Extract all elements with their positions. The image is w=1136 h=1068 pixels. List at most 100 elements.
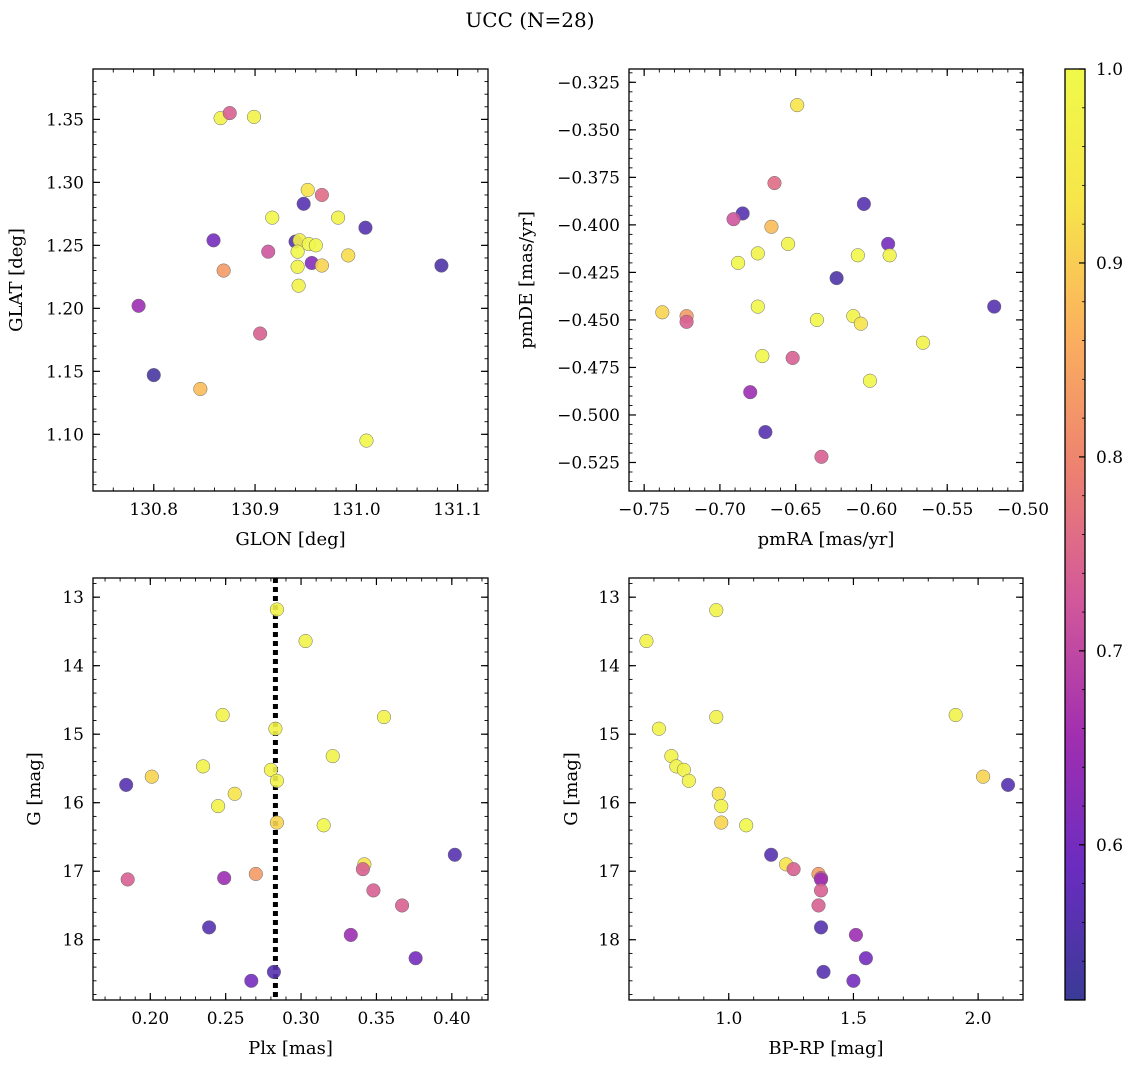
- y-tick-label: −0.375: [557, 168, 620, 188]
- scatter-point: [850, 248, 865, 263]
- scatter-point: [750, 246, 765, 261]
- x-tick-label: −0.70: [694, 500, 746, 520]
- scatter-point: [246, 109, 262, 124]
- axis-ticks: 1.0 1.5 2.0 13 14 15 16 17 18: [598, 578, 1023, 1029]
- scatter-point: [948, 707, 963, 723]
- colorbar-tick-label: 0.6: [1096, 836, 1123, 856]
- y-tick-label: 18: [62, 931, 84, 951]
- x-tick-label: −0.75: [618, 500, 670, 520]
- scatter-point: [853, 316, 868, 331]
- scatter-point: [193, 381, 208, 397]
- scatter-point: [131, 298, 146, 313]
- scatter-point: [781, 236, 796, 251]
- x-tick-label: 0.25: [207, 1009, 245, 1029]
- scatter-point: [268, 721, 283, 736]
- y-tick-label: −0.475: [557, 358, 620, 378]
- y-tick-label: −0.525: [557, 453, 620, 473]
- axis-ticks: 0.20 0.25 0.30 0.35 0.40 13 14 15 16 17 18: [62, 578, 488, 1029]
- scatter-point: [726, 212, 741, 227]
- scatter-point: [248, 866, 263, 881]
- colorbar-tick-label: 0.7: [1096, 642, 1123, 662]
- y-tick-label: 16: [62, 794, 84, 814]
- scatter-point: [269, 815, 284, 830]
- y-tick-label: 15: [598, 725, 620, 745]
- scatter-point: [325, 749, 340, 764]
- scatter-point: [119, 777, 134, 792]
- scatter-panel-4: 1.0 1.5 2.0 13 14 15 16 17 18 BP-RP [mag] G [mag]: [561, 577, 1024, 1059]
- scatter-point: [314, 258, 329, 273]
- x-tick-label: 1.5: [840, 1009, 867, 1029]
- scatter-point: [447, 847, 462, 862]
- scatter-point: [265, 210, 280, 225]
- scatter-point: [856, 196, 871, 212]
- scatter-point: [714, 815, 729, 830]
- scatter-point: [316, 818, 331, 833]
- y-axis-label: G [mag]: [24, 752, 45, 825]
- scatter-point: [816, 964, 831, 979]
- scatter-panel-2: −0.75 −0.70 −0.65 −0.60 −0.55 −0.50 −0.525 −0.5…: [516, 68, 1049, 550]
- y-tick-label: 1.25: [46, 236, 84, 256]
- scatter-point: [739, 818, 754, 833]
- scatter-point: [767, 176, 782, 191]
- axes-frame: [628, 577, 1024, 1001]
- scatter-point: [731, 255, 746, 270]
- scatter-point: [915, 335, 931, 350]
- scatter-point: [202, 920, 217, 935]
- y-tick-label: 1.30: [46, 173, 84, 193]
- scatter-point: [681, 773, 696, 788]
- y-tick-label: −0.450: [557, 311, 620, 331]
- x-tick-label: 0.20: [131, 1009, 169, 1029]
- x-axis-label: GLON [deg]: [235, 529, 345, 550]
- y-tick-label: −0.400: [557, 216, 620, 236]
- scatter-point: [216, 263, 231, 278]
- y-tick-label: 14: [62, 657, 84, 677]
- scatter-point: [395, 898, 410, 913]
- x-tick-label: 0.30: [282, 1009, 320, 1029]
- scatter-point: [862, 373, 877, 388]
- scatter-point: [196, 759, 211, 774]
- scatter-point: [829, 271, 844, 286]
- axis-ticks: −0.75 −0.70 −0.65 −0.60 −0.55 −0.50 −0.525 −0.5…: [557, 69, 1049, 520]
- scatter-point: [811, 898, 826, 913]
- y-tick-label: −0.325: [557, 73, 620, 93]
- x-tick-label: 131.1: [433, 500, 482, 520]
- scatter-point: [882, 248, 897, 263]
- figure-title: UCC (N=28): [465, 8, 594, 32]
- y-axis-label: G [mag]: [561, 752, 582, 825]
- x-axis-label: Plx [mas]: [248, 1038, 333, 1059]
- scatter-points: [639, 603, 1016, 988]
- y-tick-label: −0.425: [557, 263, 620, 283]
- x-tick-label: 130.8: [129, 500, 178, 520]
- y-tick-label: 15: [62, 725, 84, 745]
- scatter-point: [298, 633, 313, 649]
- x-tick-label: −0.65: [770, 500, 822, 520]
- scatter-point: [758, 425, 773, 440]
- scatter-point: [358, 220, 373, 235]
- scatter-points: [119, 602, 462, 988]
- x-tick-label: 2.0: [965, 1009, 992, 1029]
- scatter-point: [709, 710, 724, 725]
- axes-frame: [92, 68, 489, 492]
- scatter-point: [355, 862, 370, 877]
- scatter-point: [144, 769, 159, 784]
- scatter-point: [222, 106, 237, 121]
- scatter-point: [217, 871, 232, 886]
- x-tick-label: 0.40: [433, 1009, 471, 1029]
- y-tick-label: 14: [598, 657, 620, 677]
- scatter-point: [790, 98, 805, 113]
- scatter-point: [709, 603, 724, 618]
- scatter-point: [359, 433, 374, 448]
- scatter-point: [786, 862, 801, 877]
- scatter-point: [813, 883, 829, 898]
- colorbar: 0.6 0.7 0.8 0.9 1.0: [1064, 60, 1123, 1001]
- scatter-point: [813, 920, 829, 935]
- scatter-point: [263, 762, 278, 777]
- y-tick-label: −0.350: [557, 121, 620, 141]
- scatter-point: [846, 973, 861, 988]
- scatter-point: [785, 350, 800, 365]
- axes-frame: [628, 68, 1024, 492]
- y-tick-label: 17: [62, 862, 84, 882]
- scatter-point: [290, 259, 305, 274]
- scatter-point: [308, 238, 323, 253]
- axes-frame: [92, 577, 489, 1001]
